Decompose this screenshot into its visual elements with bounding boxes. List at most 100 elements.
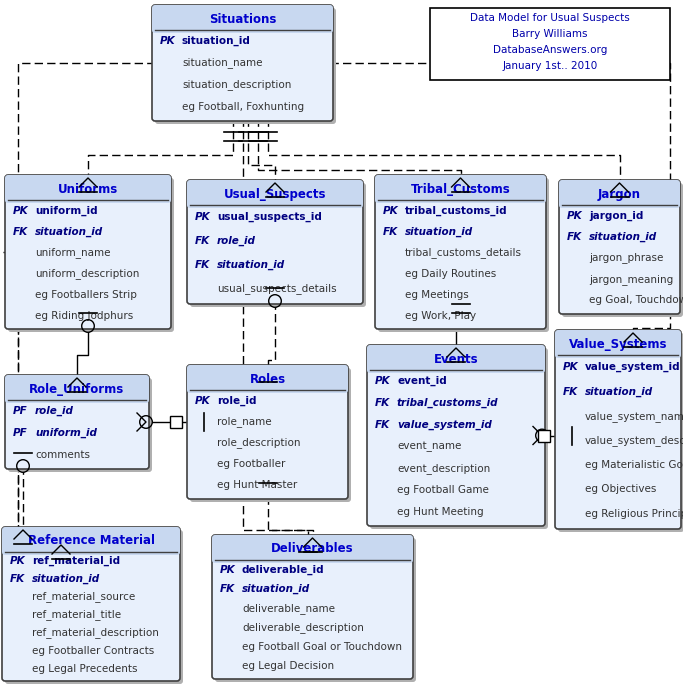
Text: FK: FK xyxy=(375,420,390,429)
FancyBboxPatch shape xyxy=(190,183,366,307)
FancyBboxPatch shape xyxy=(187,180,363,304)
FancyBboxPatch shape xyxy=(562,183,683,317)
Text: Tribal_Customs: Tribal_Customs xyxy=(410,182,510,195)
FancyBboxPatch shape xyxy=(8,378,152,472)
FancyBboxPatch shape xyxy=(212,535,413,563)
FancyBboxPatch shape xyxy=(5,175,171,329)
Text: tribal_customs_details: tribal_customs_details xyxy=(405,247,522,258)
Text: eg Riding Jodphurs: eg Riding Jodphurs xyxy=(35,310,133,321)
Text: January 1st.. 2010: January 1st.. 2010 xyxy=(503,61,598,71)
Text: ref_material_description: ref_material_description xyxy=(32,627,159,638)
Text: value_system_description: value_system_description xyxy=(585,435,683,446)
Text: FK: FK xyxy=(195,236,210,246)
Text: Reference Material: Reference Material xyxy=(27,534,154,547)
Text: Data Model for Usual Suspects: Data Model for Usual Suspects xyxy=(470,13,630,23)
Text: uniform_description: uniform_description xyxy=(35,268,139,279)
Text: role_description: role_description xyxy=(217,438,301,449)
FancyBboxPatch shape xyxy=(5,375,149,403)
Text: eg Materialistic Goals: eg Materialistic Goals xyxy=(585,460,683,470)
FancyBboxPatch shape xyxy=(5,530,183,684)
Text: PK: PK xyxy=(10,556,26,566)
FancyBboxPatch shape xyxy=(367,345,545,373)
FancyBboxPatch shape xyxy=(5,175,171,203)
Text: PK: PK xyxy=(13,206,29,216)
Text: Roles: Roles xyxy=(249,373,285,386)
FancyBboxPatch shape xyxy=(187,365,348,393)
Text: eg Footballer Contracts: eg Footballer Contracts xyxy=(32,646,154,656)
FancyBboxPatch shape xyxy=(152,5,333,33)
Text: role_id: role_id xyxy=(35,406,74,416)
Text: role_name: role_name xyxy=(217,416,272,427)
Text: Usual_Suspects: Usual_Suspects xyxy=(224,188,326,201)
Text: role_id: role_id xyxy=(217,395,257,406)
Text: eg Objectives: eg Objectives xyxy=(585,484,656,495)
Text: Value_Systems: Value_Systems xyxy=(569,338,667,351)
Text: eg Hunt Meeting: eg Hunt Meeting xyxy=(397,507,484,517)
Text: situation_id: situation_id xyxy=(182,36,251,46)
Text: Events: Events xyxy=(434,353,478,366)
Text: PK: PK xyxy=(220,564,236,575)
Text: Barry Williams: Barry Williams xyxy=(512,29,588,39)
Text: uniform_name: uniform_name xyxy=(35,247,111,258)
FancyBboxPatch shape xyxy=(559,180,680,314)
Bar xyxy=(538,429,550,442)
Text: PK: PK xyxy=(383,206,399,216)
Text: event_name: event_name xyxy=(397,441,462,451)
Text: deliverable_id: deliverable_id xyxy=(242,564,324,575)
Text: ref_material_title: ref_material_title xyxy=(32,610,121,621)
FancyBboxPatch shape xyxy=(558,333,683,532)
Text: eg Footballer: eg Footballer xyxy=(217,459,285,469)
Text: FK: FK xyxy=(220,584,235,594)
Text: eg Goal, Touchdown: eg Goal, Touchdown xyxy=(589,295,683,306)
Text: role_id: role_id xyxy=(217,236,256,246)
FancyBboxPatch shape xyxy=(375,175,546,329)
Text: jargon_meaning: jargon_meaning xyxy=(589,274,673,285)
Text: FK: FK xyxy=(383,227,398,236)
Bar xyxy=(170,416,182,428)
FancyBboxPatch shape xyxy=(2,527,180,555)
Text: ref_material_id: ref_material_id xyxy=(32,556,120,566)
FancyBboxPatch shape xyxy=(187,365,348,499)
Text: PK: PK xyxy=(375,376,391,386)
Text: eg Footballers Strip: eg Footballers Strip xyxy=(35,290,137,299)
Text: value_system_id: value_system_id xyxy=(397,419,492,429)
Text: PF: PF xyxy=(13,428,28,438)
Text: eg Meetings: eg Meetings xyxy=(405,290,469,299)
Text: PK: PK xyxy=(563,362,579,372)
Text: Uniforms: Uniforms xyxy=(58,182,118,195)
Text: eg Legal Precedents: eg Legal Precedents xyxy=(32,664,137,674)
Text: Jargon: Jargon xyxy=(598,188,641,201)
FancyBboxPatch shape xyxy=(559,180,680,208)
FancyBboxPatch shape xyxy=(212,535,413,679)
FancyBboxPatch shape xyxy=(155,8,336,124)
FancyBboxPatch shape xyxy=(187,180,363,208)
FancyBboxPatch shape xyxy=(215,538,416,682)
Text: FK: FK xyxy=(13,227,28,236)
Text: situation_id: situation_id xyxy=(35,226,103,236)
Text: value_system_id: value_system_id xyxy=(585,362,681,373)
Text: eg Daily Routines: eg Daily Routines xyxy=(405,269,497,279)
Text: FK: FK xyxy=(567,232,582,242)
FancyBboxPatch shape xyxy=(555,330,681,358)
Text: PK: PK xyxy=(195,212,210,222)
Text: Situations: Situations xyxy=(209,12,276,25)
Text: eg Football Goal or Touchdown: eg Football Goal or Touchdown xyxy=(242,642,402,652)
Text: ref_material_source: ref_material_source xyxy=(32,592,135,602)
FancyBboxPatch shape xyxy=(367,345,545,526)
Text: PF: PF xyxy=(13,406,28,416)
Text: FK: FK xyxy=(563,386,578,397)
Text: Role_Uniforms: Role_Uniforms xyxy=(29,382,124,395)
Text: situation_id: situation_id xyxy=(589,232,657,242)
Text: comments: comments xyxy=(35,450,90,460)
FancyBboxPatch shape xyxy=(8,178,174,332)
Text: eg Religious Principles: eg Religious Principles xyxy=(585,509,683,519)
Text: DatabaseAnswers.org: DatabaseAnswers.org xyxy=(493,45,607,55)
Text: situation_id: situation_id xyxy=(242,584,310,594)
Text: eg Hunt Master: eg Hunt Master xyxy=(217,480,297,490)
Text: eg Legal Decision: eg Legal Decision xyxy=(242,661,334,671)
Text: event_description: event_description xyxy=(397,463,490,474)
Text: PK: PK xyxy=(160,36,176,46)
Text: tribal_customs_id: tribal_customs_id xyxy=(397,398,499,408)
Text: FK: FK xyxy=(10,574,25,584)
Text: deliverable_description: deliverable_description xyxy=(242,622,364,633)
